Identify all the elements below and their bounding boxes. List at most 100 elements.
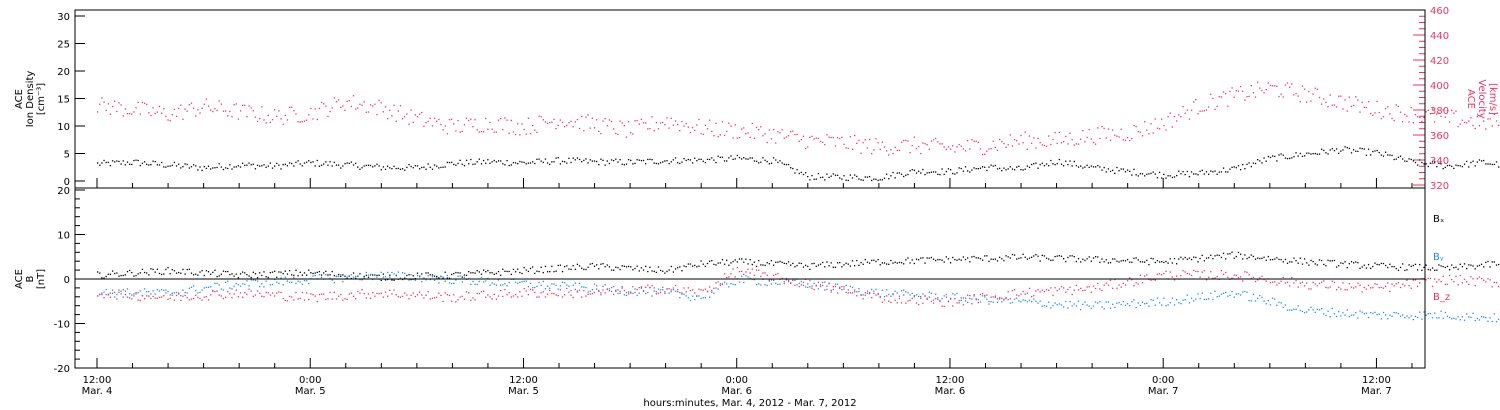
bx-point bbox=[389, 274, 391, 276]
by-point bbox=[320, 276, 323, 279]
velocity-point bbox=[572, 126, 574, 128]
bx-point bbox=[907, 257, 909, 259]
by-point bbox=[623, 294, 626, 296]
bx-point bbox=[254, 273, 257, 275]
bx-point bbox=[120, 274, 122, 277]
by-point bbox=[1158, 302, 1161, 304]
by-point bbox=[900, 290, 903, 292]
bx-point bbox=[250, 276, 252, 279]
bz-point bbox=[1199, 276, 1201, 278]
velocity-point bbox=[817, 137, 820, 140]
density-point bbox=[1084, 166, 1086, 168]
velocity-point bbox=[1137, 131, 1139, 133]
density-point bbox=[265, 166, 267, 168]
density-point bbox=[523, 161, 525, 164]
bz-point bbox=[1235, 274, 1238, 276]
velocity-point bbox=[860, 152, 862, 154]
velocity-point bbox=[917, 145, 920, 148]
by-point bbox=[753, 278, 756, 281]
by-point bbox=[1325, 314, 1327, 316]
density-point bbox=[666, 160, 668, 162]
density-point bbox=[943, 173, 945, 176]
bz-point bbox=[286, 300, 289, 302]
velocity-point bbox=[745, 133, 747, 135]
velocity-point bbox=[1329, 94, 1331, 96]
velocity-point bbox=[856, 142, 858, 144]
by-point bbox=[137, 292, 139, 294]
velocity-point bbox=[1201, 110, 1203, 112]
bz-point bbox=[369, 297, 372, 299]
bz-point bbox=[1184, 271, 1186, 273]
velocity-point bbox=[1276, 85, 1278, 88]
density-point bbox=[1101, 169, 1103, 171]
by-point bbox=[1150, 299, 1152, 301]
velocity-point bbox=[664, 124, 666, 126]
bz-point bbox=[649, 286, 651, 289]
velocity-point bbox=[1207, 106, 1210, 108]
velocity-point bbox=[414, 114, 417, 116]
by-point bbox=[271, 283, 274, 286]
by-point bbox=[1163, 297, 1165, 299]
velocity-point bbox=[984, 153, 986, 155]
by-point bbox=[845, 284, 847, 287]
by-point bbox=[1406, 315, 1408, 317]
by-point bbox=[1077, 300, 1080, 302]
density-point bbox=[97, 162, 99, 164]
velocity-point bbox=[1011, 145, 1014, 147]
density-point bbox=[178, 163, 180, 165]
density-point bbox=[111, 160, 114, 162]
velocity-point bbox=[553, 118, 555, 121]
velocity-point bbox=[180, 104, 182, 106]
bx-point bbox=[1448, 269, 1451, 271]
bz-point bbox=[1048, 289, 1050, 291]
bx-point bbox=[627, 265, 630, 268]
bx-point bbox=[480, 273, 483, 275]
velocity-point bbox=[1139, 131, 1142, 133]
bx-point bbox=[1434, 269, 1436, 271]
by-point bbox=[542, 280, 544, 283]
velocity-point bbox=[237, 118, 240, 120]
by-point bbox=[521, 281, 523, 283]
by-point bbox=[1259, 294, 1261, 297]
by-point bbox=[734, 284, 736, 286]
velocity-point bbox=[1154, 118, 1156, 120]
density-point bbox=[685, 159, 687, 162]
density-point bbox=[380, 169, 382, 171]
density-point bbox=[1263, 157, 1265, 159]
by-point bbox=[463, 276, 466, 279]
bz-point bbox=[1035, 290, 1037, 292]
density-point bbox=[1075, 165, 1078, 167]
density-point bbox=[1476, 161, 1478, 163]
by-point bbox=[1105, 301, 1107, 303]
by-point bbox=[1282, 306, 1284, 309]
bx-point bbox=[365, 274, 367, 277]
bz-point bbox=[487, 294, 489, 296]
velocity-point bbox=[1146, 129, 1148, 131]
density-point bbox=[325, 161, 327, 163]
by-point bbox=[1393, 311, 1395, 314]
density-point bbox=[634, 162, 636, 165]
by-point bbox=[604, 284, 606, 286]
bz-point bbox=[514, 293, 517, 296]
density-point bbox=[1090, 165, 1092, 167]
bz-point bbox=[1020, 293, 1022, 295]
density-point bbox=[986, 169, 988, 172]
by-point bbox=[1120, 303, 1122, 306]
bx-point bbox=[305, 274, 308, 276]
bz-point bbox=[103, 297, 105, 299]
velocity-point bbox=[700, 132, 702, 135]
bz-point bbox=[267, 292, 269, 294]
velocity-point bbox=[1263, 92, 1265, 94]
velocity-point bbox=[1180, 116, 1182, 118]
by-point bbox=[248, 285, 250, 287]
bx-point bbox=[438, 277, 440, 279]
bz-point bbox=[167, 298, 169, 300]
by-point bbox=[120, 293, 122, 295]
bx-point bbox=[408, 274, 410, 276]
density-point bbox=[1233, 166, 1235, 168]
bx-point bbox=[822, 261, 824, 264]
bz-point bbox=[401, 295, 404, 298]
density-point bbox=[1024, 168, 1026, 170]
density-point bbox=[527, 162, 530, 164]
by-point bbox=[288, 281, 291, 284]
